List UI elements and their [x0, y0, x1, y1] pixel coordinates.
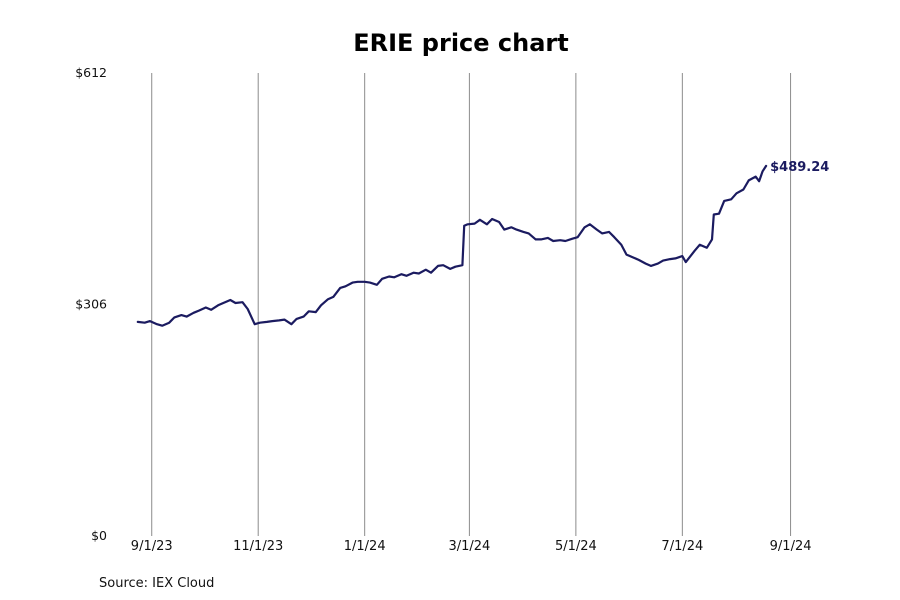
x-tick-label: 1/1/24: [344, 539, 386, 554]
vertical-gridlines: [151, 73, 792, 536]
source-caption: Source: IEX Cloud: [99, 576, 214, 591]
x-tick-label: 9/1/24: [770, 539, 812, 554]
x-tick-label: 11/1/23: [233, 539, 283, 554]
y-tick-label: $306: [75, 297, 107, 312]
chart-title: ERIE price chart: [353, 29, 568, 57]
y-tick-label: $0: [91, 528, 107, 543]
y-tick-label: $612: [75, 65, 107, 80]
x-tick-label: 7/1/24: [661, 539, 703, 554]
x-tick-label: 9/1/23: [131, 539, 173, 554]
last-price-label: $489.24: [770, 160, 829, 175]
x-tick-label: 5/1/24: [555, 539, 597, 554]
price-line: [136, 164, 768, 327]
y-axis-labels: $0 $306 $612: [75, 65, 107, 543]
x-axis-labels: 9/1/23 11/1/23 1/1/24 3/1/24 5/1/24 7/1/24 9/1…: [131, 539, 812, 554]
x-tick-label: 3/1/24: [448, 539, 490, 554]
